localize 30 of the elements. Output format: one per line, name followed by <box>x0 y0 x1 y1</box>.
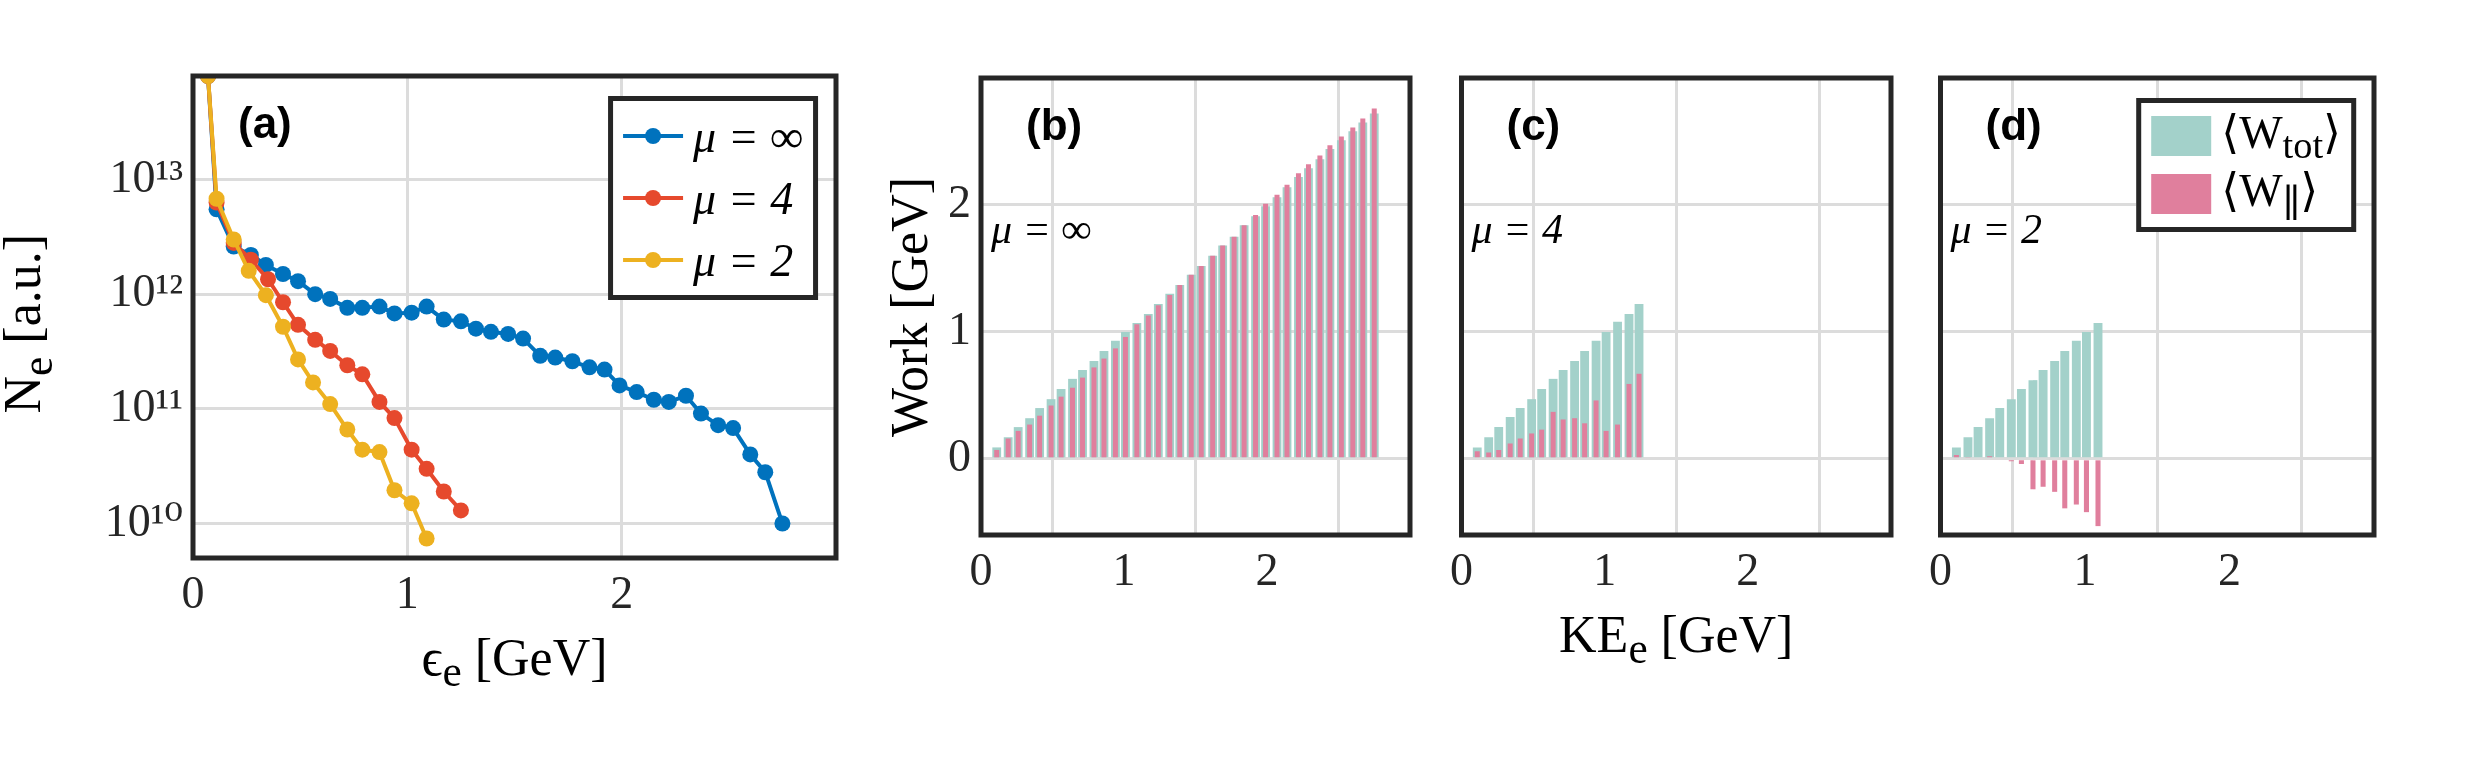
x-tick-label: 1 <box>1593 543 1617 595</box>
x-tick-label: 1 <box>395 566 419 618</box>
annotation: (d) <box>1985 100 2042 149</box>
x-tick-label: 1 <box>1112 543 1136 595</box>
x-tick-label: 2 <box>2218 543 2241 595</box>
y-tick-label: 10¹³ <box>109 150 183 202</box>
x-tick-label: 0 <box>1929 543 1952 595</box>
x-tick-label: 2 <box>1736 543 1760 595</box>
y-tick-label: 10¹¹ <box>109 379 183 431</box>
annotation: μ = 4 <box>1470 206 1563 252</box>
annotation: (c) <box>1506 100 1561 149</box>
annotation: (b) <box>1026 100 1083 149</box>
x-axis-title: KE$_{e}$ [GeV] <box>1558 605 1795 674</box>
y-axis-title: Work [GeV] <box>880 176 939 437</box>
x-tick-label: 0 <box>1450 543 1473 595</box>
annotation: μ = 2 <box>1949 206 2042 252</box>
y-tick-label: 0 <box>948 429 971 481</box>
legend-label: μ = ∞ <box>693 109 803 163</box>
legend-label: μ = 2 <box>693 233 794 287</box>
x-tick-label: 1 <box>2073 543 2097 595</box>
y-tick-label: 10¹⁰ <box>104 494 183 546</box>
y-tick-label: 1 <box>948 302 971 354</box>
annotation: (a) <box>238 98 292 147</box>
x-tick-label: 2 <box>1255 543 1279 595</box>
y-tick-label: 10¹² <box>109 265 183 317</box>
y-tick-label: 2 <box>948 176 971 228</box>
annotation: μ = ∞ <box>990 206 1092 252</box>
x-axis-title: ϵ$_{e}$ [GeV] <box>420 628 609 697</box>
x-tick-label: 2 <box>610 566 634 618</box>
legend-label: μ = 4 <box>693 171 794 225</box>
